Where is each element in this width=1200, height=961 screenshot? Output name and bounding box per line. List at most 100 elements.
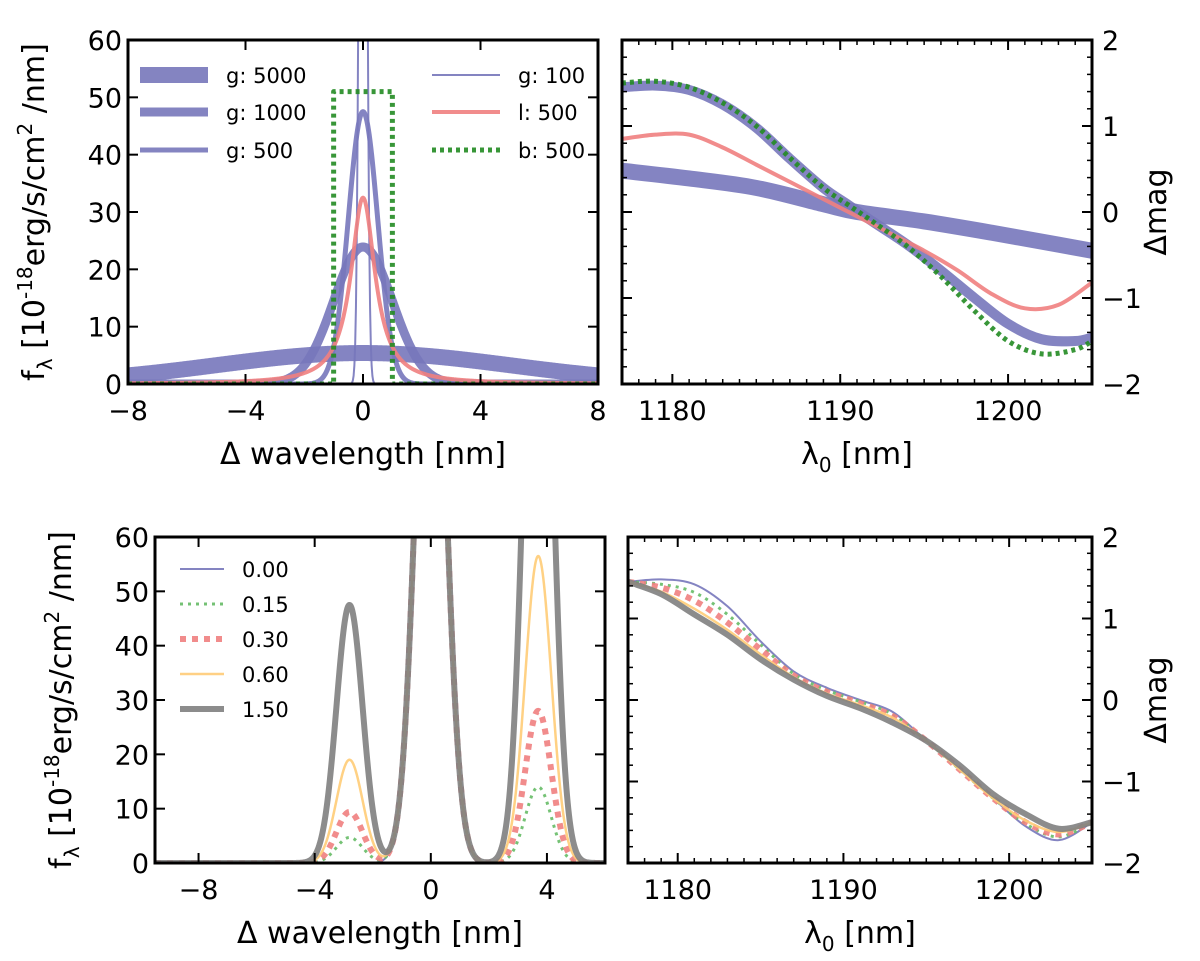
legend-label: 0.30 <box>242 628 289 652</box>
label-part: 0 <box>822 932 835 956</box>
panel-top-left: −8 −4 0 4 8 0 10 20 30 40 50 60 Δ wavelength [nm] fλ … <box>13 26 607 472</box>
series-line-0-60 <box>155 537 605 863</box>
x-axis-label: λ0 [nm] <box>804 916 916 956</box>
y-tick-label: 10 <box>88 313 122 344</box>
x-tick-label: 8 <box>589 396 606 427</box>
label-part: [10 <box>17 299 52 358</box>
legend-label: g: 1000 <box>226 101 307 125</box>
x-axis-label: Δ wavelength [nm] <box>220 437 506 472</box>
y-tick-label: 1 <box>1102 605 1119 636</box>
label-part: -18 <box>13 266 37 299</box>
x-tick-label: 0 <box>422 875 439 906</box>
series-group <box>155 537 605 863</box>
series-group <box>628 578 1092 842</box>
x-axis-label: λ0 [nm] <box>801 437 913 477</box>
series-line-0-30 <box>155 537 605 863</box>
series-line-g-500 <box>128 109 598 384</box>
y-axis-label: fλ [10-18erg/s/cm2 /nm] <box>13 43 57 381</box>
y-tick-label: −2 <box>1102 849 1142 880</box>
label-part: /nm] <box>17 43 52 123</box>
axes-frame <box>126 38 600 386</box>
label-part: -18 <box>40 754 64 787</box>
y-tick-label: 10 <box>115 795 149 826</box>
series-line-1-50 <box>155 537 605 863</box>
label-part: λ <box>804 916 822 951</box>
x-tick-label: 1180 <box>638 396 707 427</box>
legend-label: g: 5000 <box>226 64 307 88</box>
label-part: [nm] <box>832 437 913 472</box>
y-axis-label: Δmag <box>1139 168 1174 255</box>
legend-label: b: 500 <box>518 139 585 163</box>
series-line-g-100 <box>128 40 598 384</box>
x-axis-label: Δ wavelength [nm] <box>237 916 523 951</box>
y-tick-label: −2 <box>1102 370 1142 401</box>
y-tick-label: 0 <box>1102 686 1119 717</box>
y-tick-label: 0 <box>1102 198 1119 229</box>
series-line-b-500 <box>128 89 598 384</box>
label-part: erg/s/cm <box>17 135 52 266</box>
legend-label: 0.15 <box>242 593 289 617</box>
x-tick-label: 1200 <box>975 875 1044 906</box>
y-tick-label: 1 <box>1102 112 1119 143</box>
legend-label: 0.60 <box>242 663 289 687</box>
y-tick-label: 2 <box>1102 523 1119 554</box>
series-group <box>622 78 1092 357</box>
label-part: λ <box>33 358 57 370</box>
x-tick-label: 1190 <box>809 875 878 906</box>
y-tick-label: 0 <box>132 849 149 880</box>
y-tick-label: 20 <box>115 740 149 771</box>
y-tick-label: 40 <box>115 632 149 663</box>
axes-frame <box>153 535 607 865</box>
series-line-1-50 <box>628 579 1092 832</box>
y-tick-label: 50 <box>88 83 122 114</box>
legend-label: l: 500 <box>518 101 578 125</box>
legend-label: g: 500 <box>226 139 293 163</box>
y-tick-label: 50 <box>115 577 149 608</box>
series-line-g-5000 <box>128 345 598 384</box>
y-tick-label: 30 <box>88 198 122 229</box>
y-tick-label: 30 <box>115 686 149 717</box>
series-line-l-500 <box>622 131 1092 312</box>
y-tick-label: −1 <box>1102 284 1142 315</box>
x-tick-label: 0 <box>354 396 371 427</box>
x-tick-label: −4 <box>226 396 266 427</box>
y-axis-label: Δmag <box>1139 656 1174 743</box>
label-part: /nm] <box>44 531 79 611</box>
y-tick-label: 60 <box>88 26 122 57</box>
label-part: f <box>17 369 52 381</box>
x-tick-label: 4 <box>472 396 489 427</box>
y-tick-label: 20 <box>88 255 122 286</box>
label-part: λ <box>801 437 819 472</box>
y-tick-label: 0 <box>105 370 122 401</box>
y-tick-label: 2 <box>1102 26 1119 57</box>
x-tick-label: 1190 <box>806 396 875 427</box>
label-part: 2 <box>40 611 64 624</box>
x-tick-label: −8 <box>179 875 219 906</box>
label-part: [10 <box>44 787 79 846</box>
legend-label: 0.00 <box>242 558 289 582</box>
x-tick-label: 4 <box>538 875 555 906</box>
x-tick-label: −8 <box>108 396 148 427</box>
x-tick-label: 1200 <box>974 396 1043 427</box>
label-part: λ <box>60 846 84 858</box>
y-tick-label: 60 <box>115 523 149 554</box>
x-tick-label: −4 <box>295 875 335 906</box>
y-tick-label: 40 <box>88 141 122 172</box>
series-line-g-1000 <box>622 80 1092 347</box>
label-part: erg/s/cm <box>44 623 79 754</box>
legend-label: 1.50 <box>242 698 289 722</box>
x-tick-label: 1180 <box>643 875 712 906</box>
label-part: f <box>44 857 79 869</box>
series-line-b-500 <box>622 78 1092 357</box>
series-group <box>128 40 598 384</box>
label-part: [nm] <box>835 916 916 951</box>
y-tick-label: −1 <box>1102 768 1142 799</box>
legend-label: g: 100 <box>518 64 585 88</box>
label-part: 2 <box>13 123 37 136</box>
series-line-0-60 <box>628 580 1092 834</box>
label-part: 0 <box>819 453 832 477</box>
